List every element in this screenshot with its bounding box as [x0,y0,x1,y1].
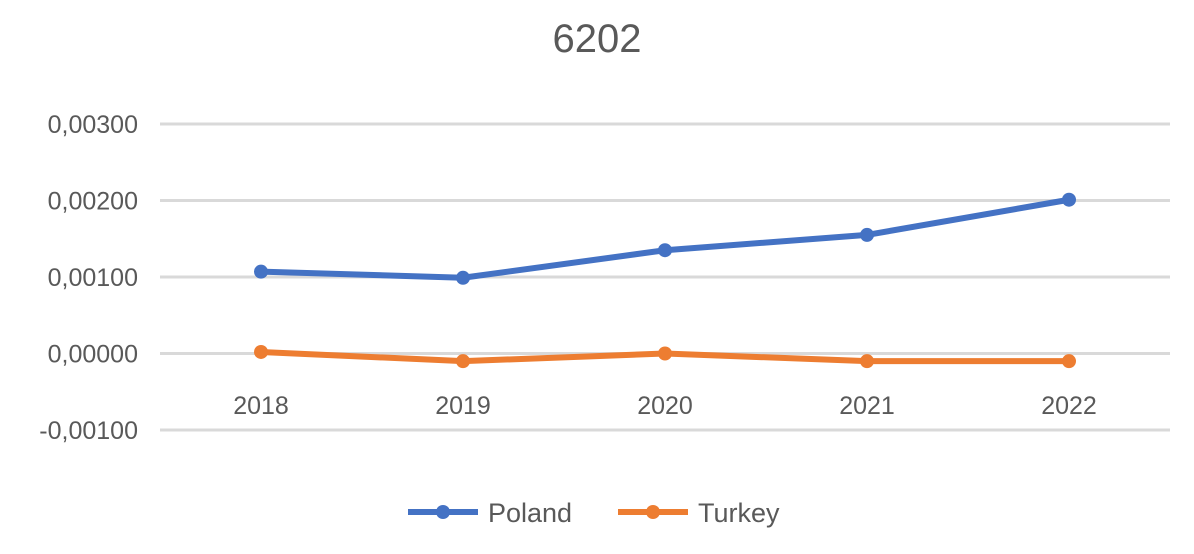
data-point [658,346,672,361]
y-tick-label: 0,00100 [48,264,138,292]
x-axis-ticks: 2018 2019 2020 2021 2022 [233,392,1097,420]
y-tick-label: 0,00200 [48,188,138,216]
x-tick-label: 2021 [839,392,895,420]
y-tick-label: 0,00300 [48,111,138,139]
legend-label: Turkey [698,498,780,528]
x-tick-label: 2022 [1041,392,1097,420]
gridlines [160,122,1170,432]
data-point [456,270,470,285]
legend-marker [646,505,660,519]
legend-item: Turkey [618,498,780,528]
legend-item: Poland [408,498,572,528]
series-turkey [254,344,1076,369]
series-poland [254,192,1076,285]
y-tick-label: -0,00100 [39,417,138,445]
data-point [1062,192,1076,207]
data-point [658,243,672,258]
data-point [254,344,268,359]
data-point [456,354,470,369]
legend-marker [436,505,450,519]
y-tick-label: 0,00000 [48,341,138,369]
chart-title: 6202 [553,17,642,61]
data-point [1062,354,1076,369]
legend-label: Poland [488,498,572,528]
y-axis-ticks: -0,00100 0,00000 0,00100 0,00200 0,00300 [39,111,138,445]
series-line [260,196,1070,281]
x-tick-label: 2019 [435,392,491,420]
legend: Poland Turkey [408,498,780,528]
data-point [860,227,874,242]
data-point [860,354,874,369]
series-group [254,192,1076,369]
data-point [254,264,268,279]
x-tick-label: 2018 [233,392,289,420]
x-tick-label: 2020 [637,392,693,420]
